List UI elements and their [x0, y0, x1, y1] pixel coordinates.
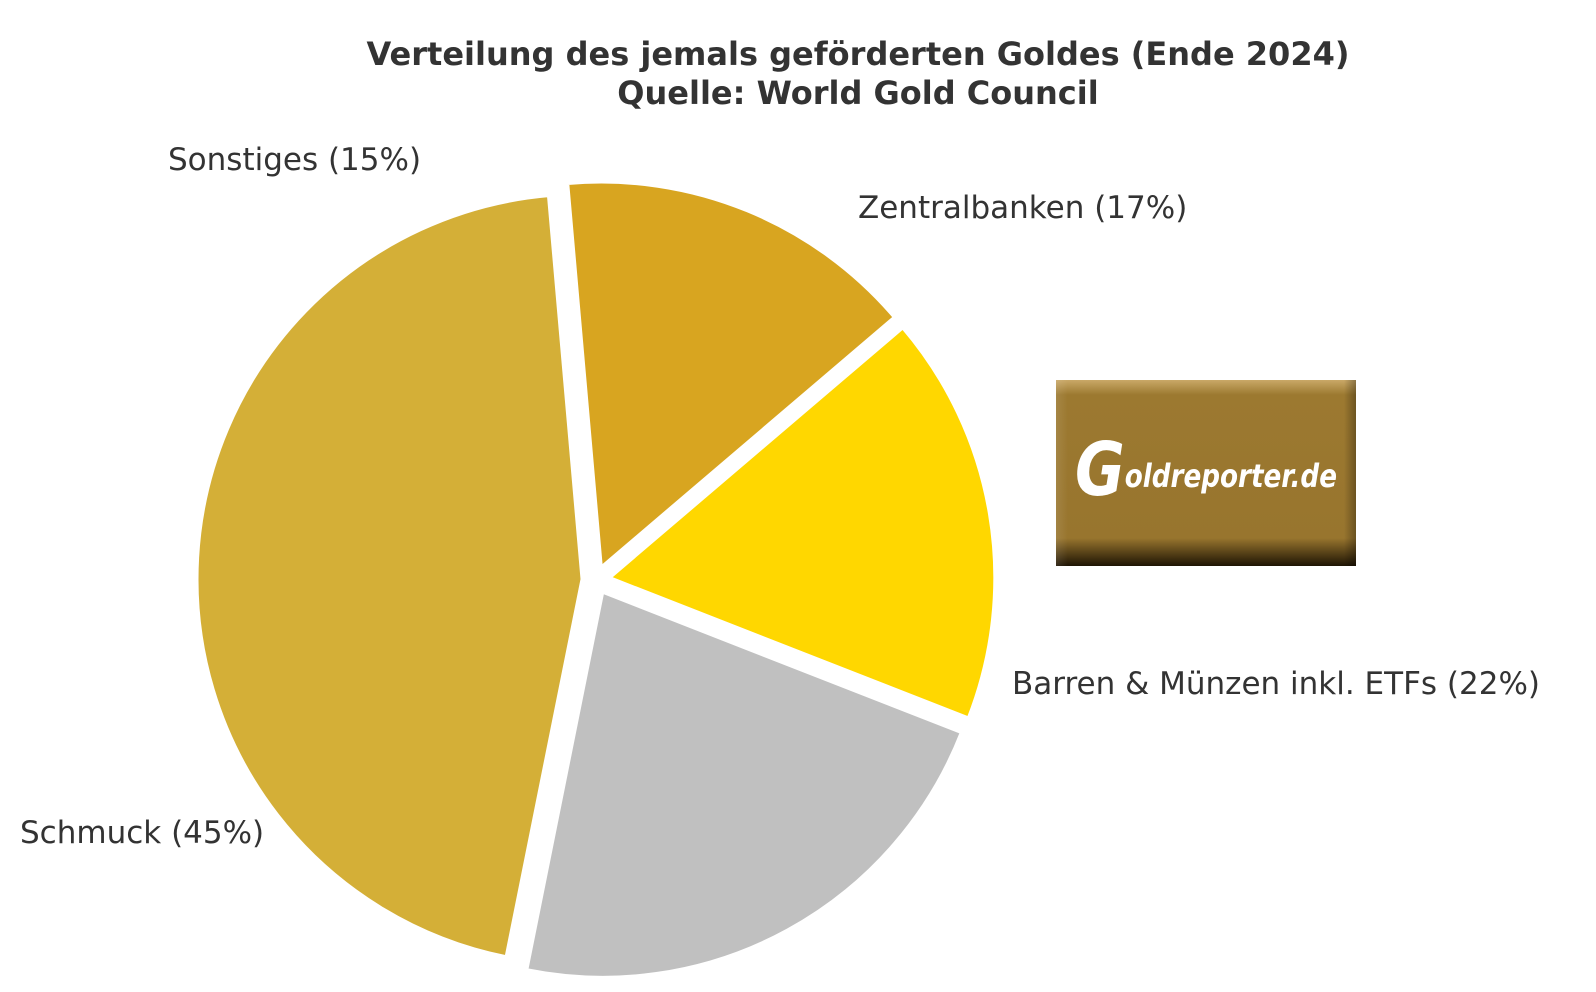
goldreporter-logo: Goldreporter.de — [1056, 380, 1356, 566]
chart-title-text: Verteilung des jemals geförderten Goldes… — [367, 35, 1350, 73]
pie-slice-label-1: Sonstiges (15%) — [168, 142, 421, 178]
logo-text: Goldreporter.de — [1075, 427, 1337, 513]
pie-slice-4 — [195, 194, 584, 959]
pie-slice-label-3: Barren & Münzen inkl. ETFs (22%) — [1012, 666, 1540, 702]
logo-bevel — [1056, 380, 1356, 566]
chart-subtitle-text: Quelle: World Gold Council — [617, 74, 1098, 112]
pie-slice-3 — [525, 590, 964, 979]
pie-slice-label-2: Zentralbanken (17%) — [858, 190, 1187, 226]
chart-title: Verteilung des jemals geförderten Goldes… — [367, 35, 1350, 112]
pie-labels: Sonstiges (15%) Zentralbanken (17%) Barren… — [20, 142, 1540, 851]
pie-slice-label-4: Schmuck (45%) — [20, 815, 264, 851]
pie-slice-2 — [606, 325, 997, 720]
pie-slices — [195, 180, 997, 979]
pie-slice-1 — [566, 180, 897, 571]
